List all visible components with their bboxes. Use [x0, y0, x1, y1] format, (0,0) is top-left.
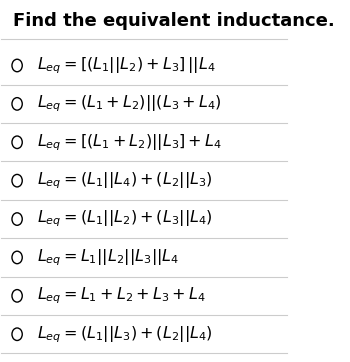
Text: $L_{eq} = [(L_1 + L_2)||L_3] + L_4$: $L_{eq} = [(L_1 + L_2)||L_3] + L_4$ [37, 132, 222, 152]
Text: $L_{eq} = L_1||L_2||L_3||L_4$: $L_{eq} = L_1||L_2||L_3||L_4$ [37, 247, 179, 268]
Text: $L_{eq} = (L_1 + L_2)||(L_3 + L_4)$: $L_{eq} = (L_1 + L_2)||(L_3 + L_4)$ [37, 94, 222, 114]
Text: $L_{eq} = (L_1||L_4) + (L_2||L_3)$: $L_{eq} = (L_1||L_4) + (L_2||L_3)$ [37, 171, 213, 191]
Text: Find the equivalent inductance.: Find the equivalent inductance. [13, 12, 335, 30]
Text: $L_{eq} = L_1 + L_2 + L_3 + L_4$: $L_{eq} = L_1 + L_2 + L_3 + L_4$ [37, 286, 206, 306]
Text: $L_{eq} = [(L_1||L_2) + L_3]\,||L_4$: $L_{eq} = [(L_1||L_2) + L_3]\,||L_4$ [37, 55, 216, 76]
Text: $L_{eq} = (L_1||L_3) + (L_2||L_4)$: $L_{eq} = (L_1||L_3) + (L_2||L_4)$ [37, 324, 213, 345]
Text: $L_{eq} = (L_1||L_2) + (L_3||L_4)$: $L_{eq} = (L_1||L_2) + (L_3||L_4)$ [37, 209, 213, 230]
